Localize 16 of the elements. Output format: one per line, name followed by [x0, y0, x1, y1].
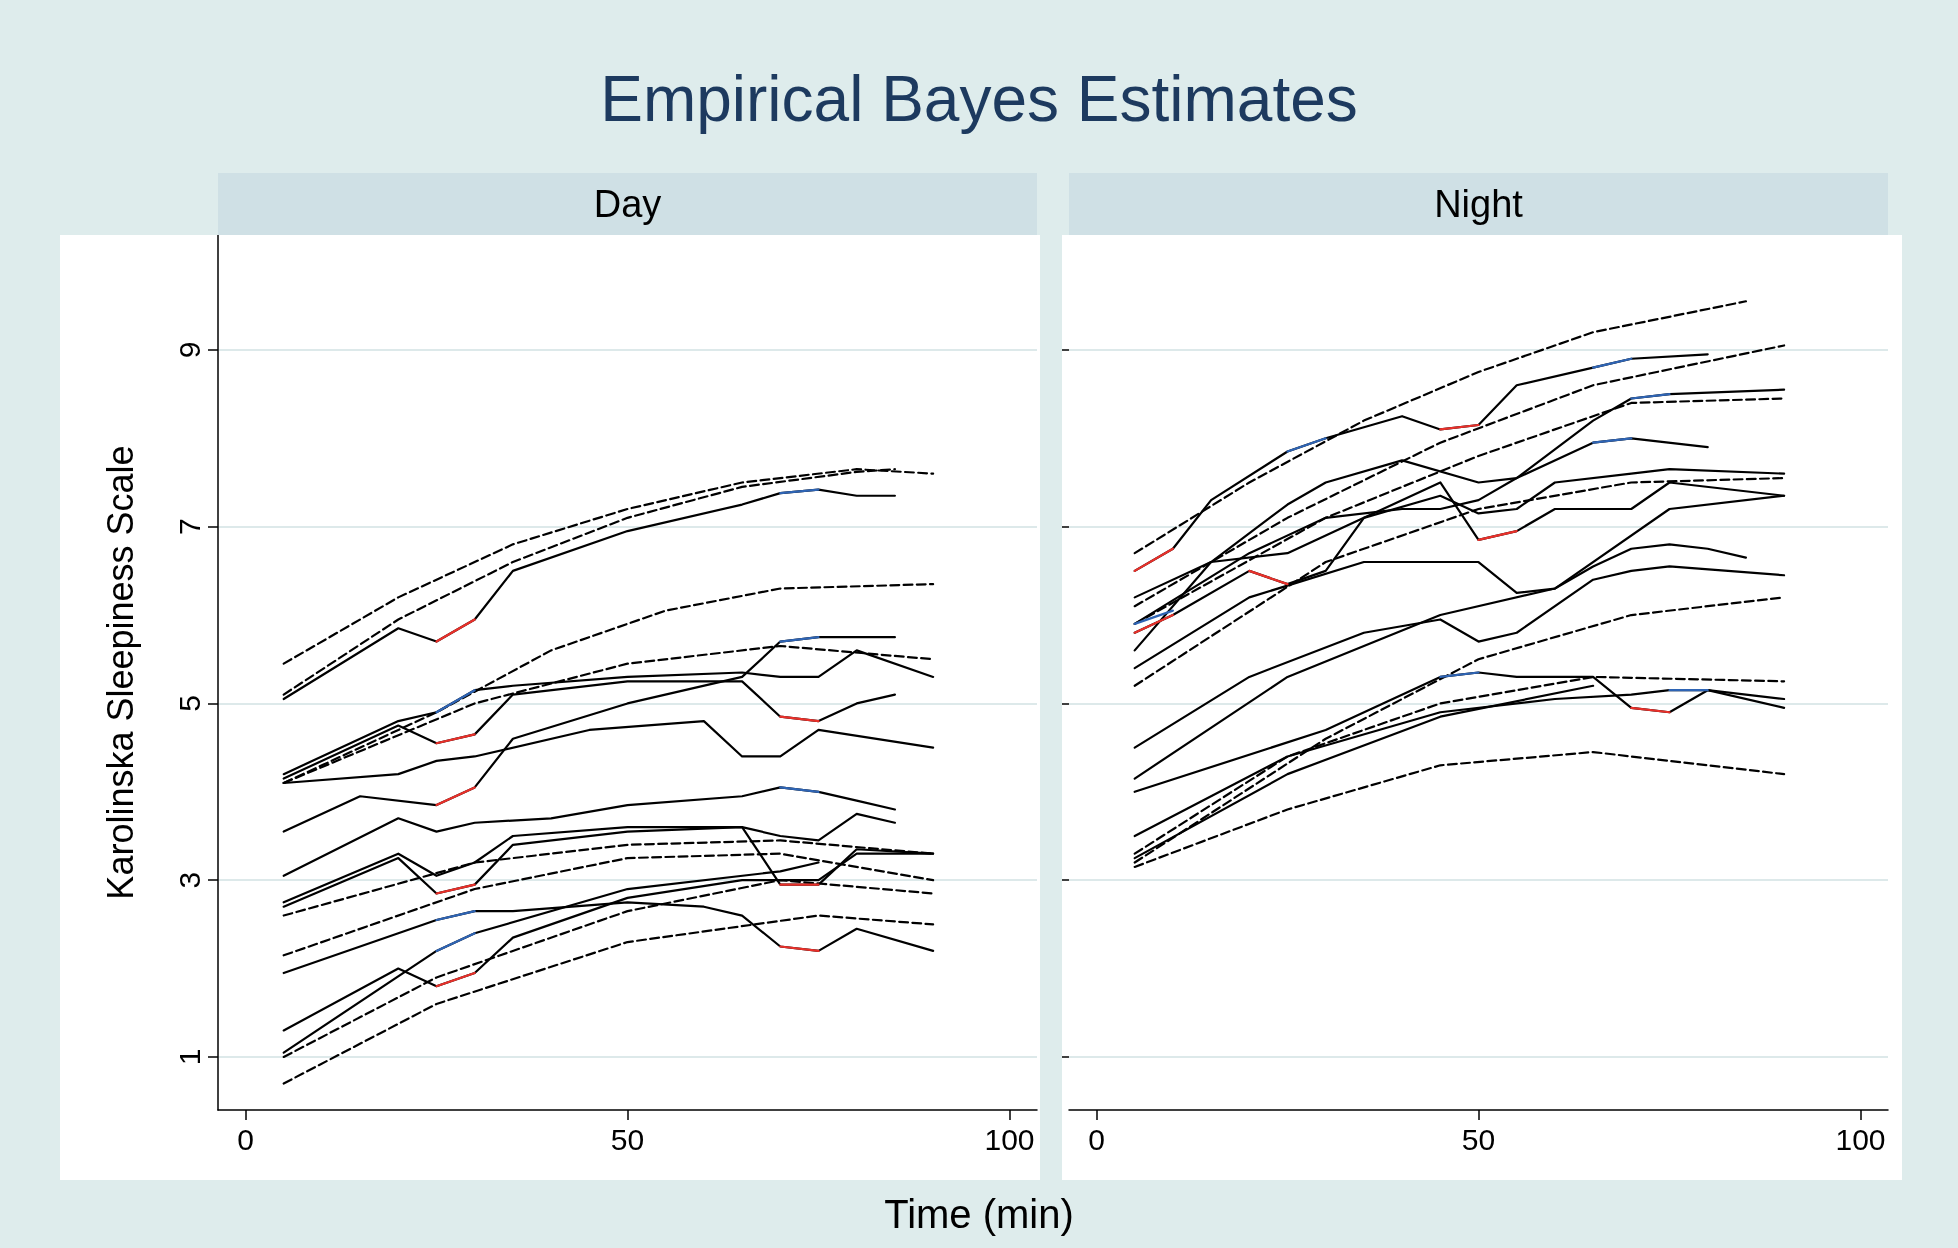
- chart-subtitle: Day: [218, 173, 1037, 235]
- chart-subtitle: Night: [1069, 173, 1888, 235]
- y-tick-label: 7: [172, 518, 206, 536]
- y-tick-label: 5: [172, 695, 206, 712]
- x-tick-label: 100: [984, 1122, 1035, 1156]
- x-axis-title: Time (min): [883, 1192, 1075, 1237]
- x-tick-label: 50: [1461, 1122, 1496, 1156]
- y-tick-label: 1: [172, 1048, 206, 1066]
- chart-title: Empirical Bayes Estimates: [599, 62, 1359, 136]
- y-tick-label: 3: [172, 871, 206, 889]
- x-tick-label: 0: [237, 1122, 254, 1156]
- x-tick-label: 0: [1088, 1122, 1105, 1156]
- y-axis-title: Karolinska Sleepiness Scale: [99, 445, 141, 900]
- x-tick-label: 50: [610, 1122, 645, 1156]
- x-tick-label: 100: [1835, 1122, 1886, 1156]
- y-tick-label: 9: [172, 341, 206, 359]
